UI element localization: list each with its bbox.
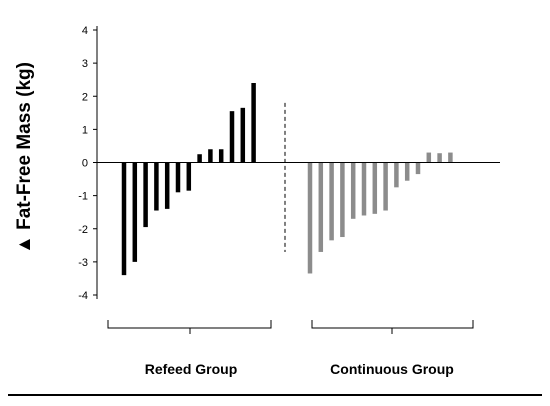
- bar: [383, 162, 388, 211]
- bar: [372, 162, 378, 214]
- bar: [218, 149, 224, 163]
- bar: [143, 162, 148, 228]
- bar: [229, 111, 235, 163]
- bar: [307, 162, 313, 274]
- bar: [251, 83, 256, 163]
- bar: [350, 162, 356, 219]
- y-tick-label: -4: [78, 290, 88, 302]
- y-tick-label: -3: [78, 257, 88, 269]
- bar: [240, 107, 246, 163]
- y-tick-label: 2: [82, 91, 88, 103]
- bar: [132, 162, 138, 262]
- bar: [208, 149, 213, 163]
- bar: [426, 152, 432, 163]
- y-tick-label: 4: [82, 25, 88, 37]
- group-braces: [107, 320, 474, 334]
- y-tick-label: 0: [82, 158, 88, 170]
- bar: [164, 162, 170, 209]
- y-tick-label: 3: [82, 58, 88, 70]
- bar: [154, 162, 159, 211]
- bar: [121, 162, 127, 276]
- bar: [415, 162, 421, 175]
- bar: [394, 162, 399, 188]
- bar: [186, 162, 192, 191]
- bar: [404, 162, 410, 181]
- y-tick-label: 1: [82, 124, 88, 136]
- y-axis-label: ▲ Fat-Free Mass (kg): [14, 62, 35, 254]
- bar: [361, 162, 367, 216]
- y-tick-label: -2: [78, 224, 88, 236]
- bars: [121, 83, 453, 276]
- bar: [340, 162, 345, 238]
- y-ticks: 4 3 2 1 0 -1 -2 -3 -4: [78, 25, 97, 302]
- group-brace: [311, 320, 474, 334]
- bar: [329, 162, 334, 241]
- group-label-continuous: Continuous Group: [330, 361, 454, 377]
- bar: [175, 162, 181, 193]
- group-brace: [107, 320, 272, 334]
- bar: [197, 154, 202, 163]
- group-label-refeed: Refeed Group: [145, 361, 238, 377]
- y-tick-label: -1: [78, 191, 88, 203]
- bar: [437, 153, 442, 163]
- bar: [448, 152, 453, 163]
- bar: [318, 162, 324, 252]
